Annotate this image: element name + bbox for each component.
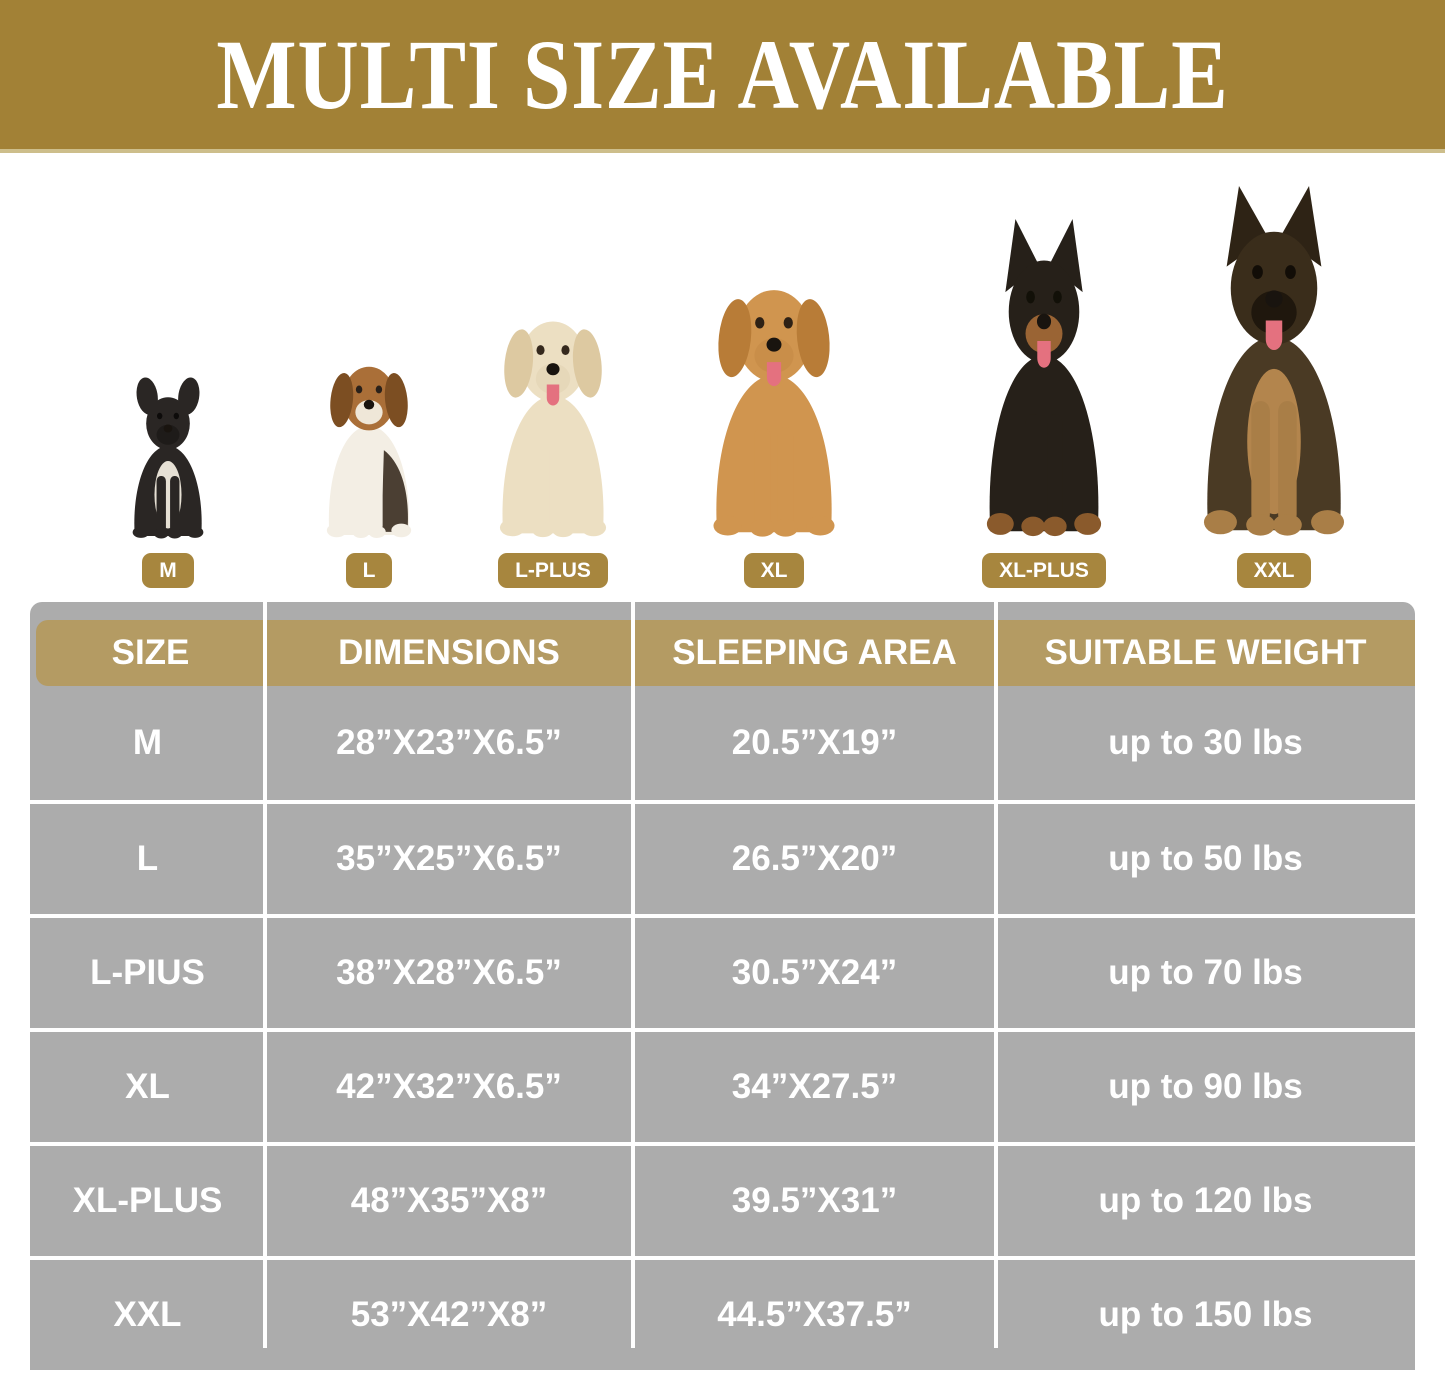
cell-dimensions: 28”X23”X6.5”: [336, 723, 562, 762]
dog-figure-l-plus: L-PLUS: [475, 289, 631, 588]
french-bulldog-illustration: [116, 376, 220, 541]
page-title: MULTI SIZE AVAILABLE: [216, 18, 1229, 130]
size-badge-xl: XL: [743, 553, 805, 588]
cell-size: M: [132, 723, 163, 762]
column-header-suitable-weight: SUITABLE WEIGHT: [996, 602, 1415, 686]
column-header-sleeping-area: SLEEPING AREA: [633, 602, 996, 686]
size-table: SIZE DIMENSIONS SLEEPING AREA SUITABLE W…: [30, 602, 1415, 1370]
cell-weight: up to 70 lbs: [996, 914, 1415, 1028]
german-shepherd-illustration: [1171, 186, 1377, 541]
column-header-label: DIMENSIONS: [265, 620, 633, 686]
size-badge-l: L: [345, 553, 393, 588]
cell-size: L-PIUS: [30, 914, 265, 1028]
dog-figure-xl-plus: XL-PLUS: [960, 219, 1128, 588]
cell-weight: up to 90 lbs: [996, 1028, 1415, 1142]
cream-retriever-illustration: [475, 289, 631, 541]
column-divider: [263, 602, 267, 1348]
cell-weight: up to 50 lbs: [996, 800, 1415, 914]
dog-figure-xxl: XXL: [1171, 186, 1377, 588]
column-divider: [994, 602, 998, 1348]
cell-size: XL: [30, 1028, 265, 1142]
dog-size-lineup: M L L-PLUS XL XL-PLUS XXL: [0, 153, 1445, 602]
dog-figure-l: L: [307, 341, 431, 588]
size-badge-m: M: [142, 553, 194, 588]
cell-weight: up to 30 lbs: [1108, 723, 1303, 762]
size-badge-xxl: XXL: [1236, 553, 1312, 588]
cell-size: XL-PLUS: [30, 1142, 265, 1256]
cell-sleeping-area: 39.5”X31”: [633, 1142, 996, 1256]
size-table-grid: SIZE DIMENSIONS SLEEPING AREA SUITABLE W…: [30, 602, 1415, 1370]
golden-retriever-illustration: [685, 253, 863, 541]
cell-size: XXL: [30, 1256, 265, 1370]
cell-dimensions: 53”X42”X8”: [265, 1256, 633, 1370]
cell-weight: up to 150 lbs: [996, 1256, 1415, 1370]
size-badge-l-plus: L-PLUS: [498, 553, 608, 588]
cell-dimensions: 48”X35”X8”: [265, 1142, 633, 1256]
beagle-illustration: [307, 341, 431, 541]
column-header-label: SUITABLE WEIGHT: [996, 620, 1415, 686]
dog-figure-m: M: [116, 376, 220, 588]
cell-sleeping-area: 34”X27.5”: [633, 1028, 996, 1142]
column-header-label: SIZE: [36, 620, 265, 686]
cell-sleeping-area: 20.5”X19”: [731, 723, 898, 762]
column-divider: [631, 602, 635, 1348]
cell-dimensions: 35”X25”X6.5”: [265, 800, 633, 914]
header-banner: MULTI SIZE AVAILABLE: [0, 0, 1445, 153]
cell-sleeping-area: 26.5”X20”: [633, 800, 996, 914]
cell-weight: up to 120 lbs: [996, 1142, 1415, 1256]
cell-size: L: [30, 800, 265, 914]
cell-sleeping-area: 44.5”X37.5”: [633, 1256, 996, 1370]
column-header-label: SLEEPING AREA: [633, 620, 996, 686]
dog-figure-xl: XL: [685, 253, 863, 588]
column-header-size: SIZE: [30, 602, 265, 686]
column-header-dimensions: DIMENSIONS: [265, 602, 633, 686]
cell-sleeping-area: 30.5”X24”: [633, 914, 996, 1028]
cell-dimensions: 38”X28”X6.5”: [265, 914, 633, 1028]
size-badge-xl-plus: XL-PLUS: [982, 553, 1106, 588]
doberman-illustration: [960, 219, 1128, 541]
cell-dimensions: 42”X32”X6.5”: [265, 1028, 633, 1142]
